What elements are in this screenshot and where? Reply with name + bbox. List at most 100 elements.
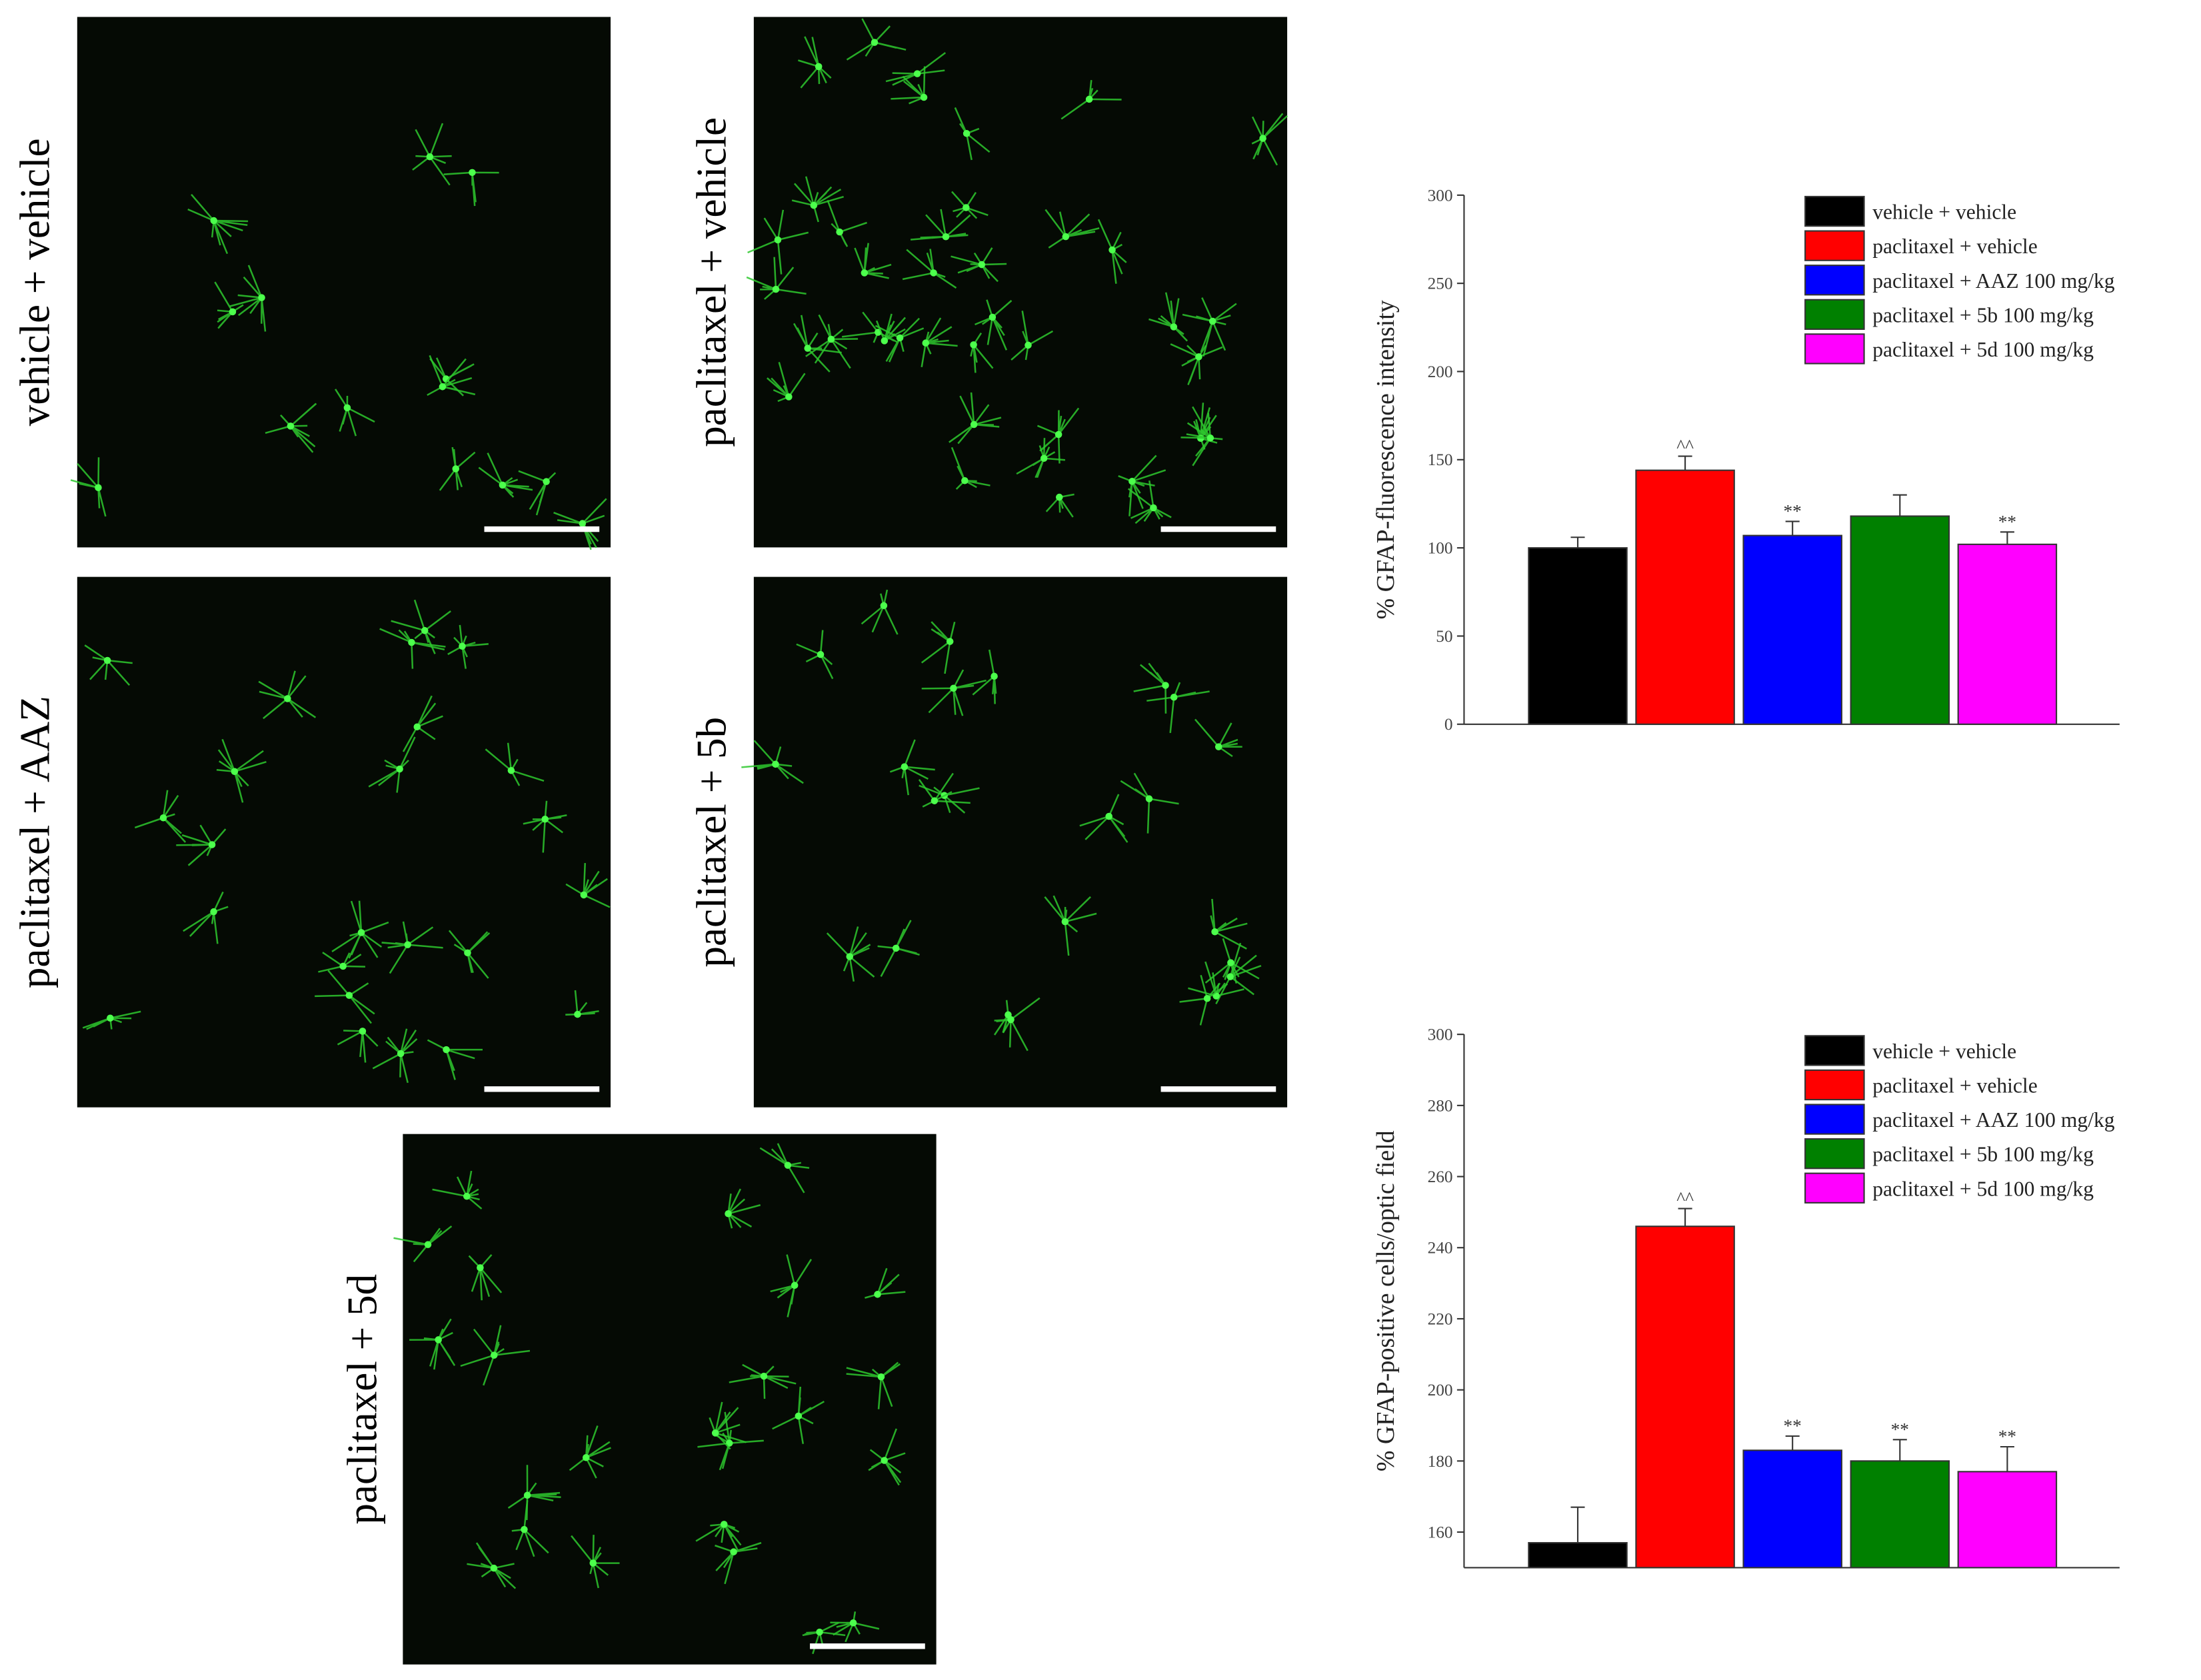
astrocyte-body	[408, 638, 415, 646]
astrocyte	[918, 772, 971, 808]
astrocyte-body	[991, 672, 998, 680]
astrocyte-body	[579, 520, 587, 527]
astrocyte-body	[463, 1192, 471, 1200]
panel-label: paclitaxel + AAZ	[12, 696, 59, 988]
astrocyte	[854, 243, 892, 279]
astrocyte-body	[877, 1373, 885, 1381]
astrocyte-body	[210, 217, 218, 225]
astrocyte	[265, 403, 317, 453]
astrocyte-body	[970, 420, 978, 428]
legend-label: paclitaxel + 5d 100 mg/kg	[1872, 338, 2094, 361]
panel-label: paclitaxel + 5b	[689, 717, 735, 968]
astrocyte	[695, 1523, 742, 1551]
astrocyte	[468, 1254, 503, 1301]
astrocyte	[1170, 343, 1223, 386]
astrocyte	[1182, 297, 1237, 357]
astrocyte	[460, 1325, 531, 1386]
astrocyte-body	[795, 1412, 803, 1420]
astrocyte	[1194, 718, 1242, 758]
astrocyte-body	[1195, 353, 1202, 361]
astrocyte	[798, 36, 832, 89]
astrocyte	[1011, 311, 1054, 361]
astrocyte-body	[229, 308, 237, 316]
astrocyte-body	[1085, 95, 1093, 103]
astrocyte	[826, 926, 875, 982]
astrocyte-body	[95, 484, 102, 492]
astrocyte	[429, 357, 475, 397]
astrocyte	[318, 952, 365, 973]
astrocyte	[447, 624, 489, 669]
astrocyte	[891, 66, 926, 105]
astrocyte	[176, 824, 227, 866]
astrocyte	[1148, 292, 1188, 342]
astrocyte	[796, 630, 834, 680]
astrocyte-body	[874, 1291, 881, 1298]
astrocyte-body	[846, 953, 854, 960]
legend-swatch	[1804, 1035, 1865, 1066]
astrocyte-body	[357, 929, 365, 936]
astrocyte	[432, 1170, 483, 1210]
astrocyte	[84, 644, 133, 686]
astrocyte	[1133, 662, 1167, 714]
astrocyte	[443, 171, 499, 207]
legend-swatch	[1804, 265, 1865, 296]
astrocyte-body	[942, 233, 950, 241]
astrocyte-body	[1056, 493, 1063, 501]
bar	[1528, 1541, 1628, 1569]
astrocyte	[993, 1000, 1009, 1036]
significance: ^^	[1676, 1188, 1694, 1208]
legend-swatch	[1804, 1069, 1865, 1101]
astrocyte-body	[499, 481, 507, 489]
astrocyte	[970, 332, 994, 373]
astrocyte	[70, 457, 107, 517]
astrocyte-body	[1061, 918, 1069, 926]
astrocyte-body	[774, 236, 782, 244]
astrocyte-body	[1040, 454, 1048, 462]
astrocyte-body	[989, 313, 997, 321]
astrocyte-body	[881, 337, 889, 345]
astrocyte-body	[439, 383, 447, 391]
astrocyte-body	[521, 1525, 528, 1533]
legend-label: vehicle + vehicle	[1872, 1040, 2016, 1063]
astrocyte	[1037, 407, 1080, 464]
astrocyte-body	[816, 1628, 823, 1636]
astrocyte-body	[343, 404, 351, 412]
astrocyte-body	[404, 941, 411, 948]
astrocyte	[910, 209, 971, 241]
astrocyte-body	[892, 944, 900, 952]
astrocyte-body	[1162, 682, 1169, 689]
astrocyte-body	[963, 130, 971, 137]
astrocyte	[741, 740, 804, 784]
astrocyte-body	[582, 1453, 590, 1461]
astrocyte-body	[345, 992, 353, 999]
bar	[1635, 1226, 1735, 1569]
astrocyte	[393, 1226, 453, 1263]
astrocyte-body	[284, 695, 291, 702]
astrocyte-body	[920, 93, 928, 101]
legend-swatch	[1804, 230, 1865, 261]
astrocyte	[830, 1611, 880, 1643]
astrocyte-body	[208, 841, 216, 848]
astrocyte-body	[930, 269, 937, 277]
astrocyte	[1215, 942, 1262, 1005]
astrocyte-body	[1170, 323, 1178, 331]
astrocyte-body	[725, 1210, 732, 1218]
astrocyte	[1146, 682, 1210, 733]
astrocyte	[485, 742, 545, 786]
astrocyte-body	[791, 1281, 799, 1289]
y-tick-label: 150	[1428, 450, 1453, 469]
micrograph	[753, 17, 1288, 548]
micrograph	[753, 576, 1288, 1108]
astrocyte-body	[1108, 246, 1116, 254]
astrocyte-body	[413, 723, 421, 730]
astrocyte	[846, 1361, 901, 1409]
y-tick-label: 280	[1428, 1096, 1453, 1115]
astrocyte-body	[922, 339, 930, 347]
y-tick-label: 180	[1428, 1452, 1453, 1471]
astrocyte	[134, 790, 187, 843]
astrocyte	[82, 1010, 141, 1030]
astrocyte	[1127, 480, 1172, 524]
error-bar	[1678, 455, 1692, 470]
astrocyte-body	[817, 650, 825, 658]
